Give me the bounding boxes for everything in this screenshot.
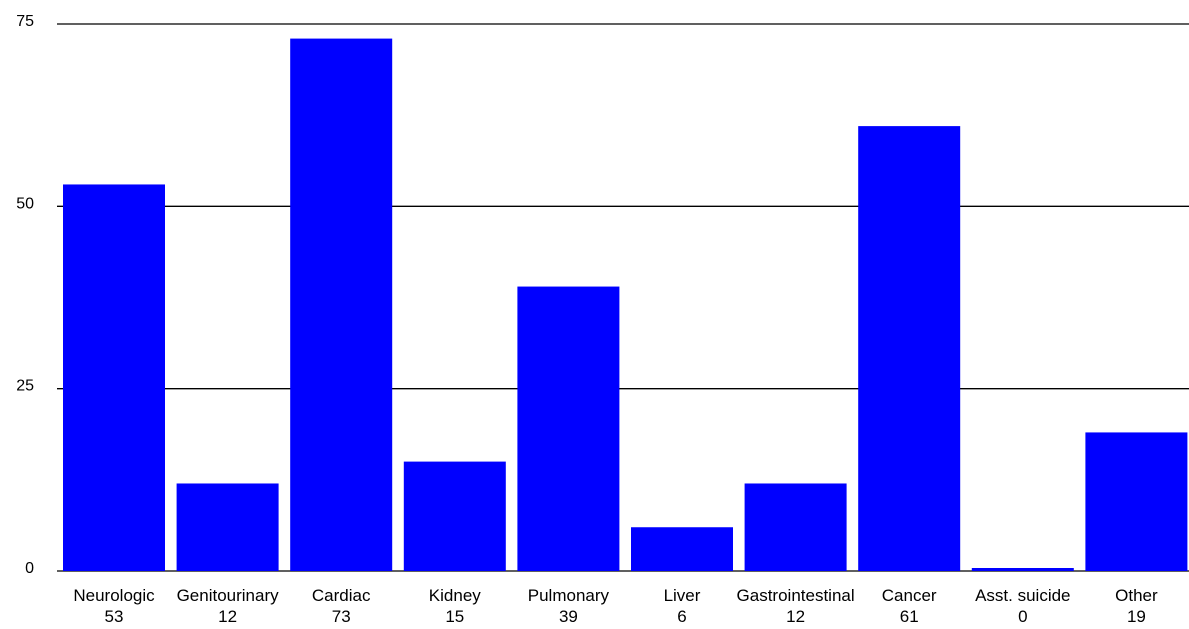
bar-value-label: 12 — [786, 607, 805, 626]
x-tick-label: Kidney — [429, 586, 481, 605]
y-axis-ticks: 0 25 50 75 — [16, 13, 34, 577]
x-tick-label: Gastrointestinal — [737, 586, 855, 605]
bar — [858, 126, 961, 572]
bar — [517, 286, 620, 571]
y-tick-label: 75 — [16, 13, 34, 30]
bar-value-label: 12 — [218, 607, 237, 626]
x-tick-label: Pulmonary — [528, 586, 610, 605]
x-tick-label: Neurologic — [73, 586, 155, 605]
bar — [403, 461, 506, 571]
x-tick-label: Cardiac — [312, 586, 371, 605]
x-tick-label: Other — [1115, 586, 1158, 605]
bar — [971, 568, 1074, 571]
y-tick-label: 0 — [25, 560, 34, 577]
bar-value-label: 73 — [332, 607, 351, 626]
bar-value-label: 0 — [1018, 607, 1027, 626]
bar — [63, 184, 165, 571]
bar-value-label: 6 — [677, 607, 686, 626]
bar-value-label: 61 — [900, 607, 919, 626]
bar — [1085, 432, 1188, 571]
bar — [176, 483, 279, 571]
bar-value-label: 53 — [105, 607, 124, 626]
bar-value-label: 19 — [1127, 607, 1146, 626]
y-tick-label: 25 — [16, 378, 34, 395]
x-tick-label: Liver — [664, 586, 701, 605]
x-tick-label: Asst. suicide — [975, 586, 1070, 605]
bars — [63, 38, 1188, 572]
x-tick-label: Cancer — [882, 586, 937, 605]
x-tick-label: Genitourinary — [177, 586, 280, 605]
bar-value-label: 39 — [559, 607, 578, 626]
bar — [631, 527, 733, 571]
x-axis-labels: Neurologic 53 Genitourinary 12 Cardiac 73 Kidn… — [73, 586, 1158, 626]
bar — [744, 483, 847, 571]
y-tick-label: 50 — [16, 195, 34, 212]
bar — [290, 38, 393, 571]
bar-value-label: 15 — [445, 607, 464, 626]
